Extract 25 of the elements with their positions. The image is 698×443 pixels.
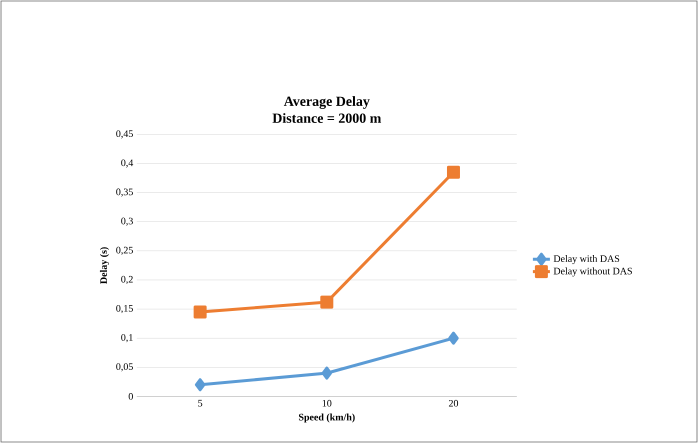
chart-title: Average Delay [284, 96, 370, 109]
legend-label: Delay with DAS [554, 255, 620, 264]
point [194, 378, 206, 392]
point [320, 296, 334, 309]
point [448, 332, 459, 345]
legend-label: Delay without DAS [554, 267, 632, 276]
y-axis-title: Delay (s) [100, 247, 110, 284]
y-tick-label: 0,4 [121, 159, 134, 168]
y-tick-label: 0,05 [116, 363, 133, 372]
point [446, 166, 460, 179]
x-tick-label: 10 [322, 400, 332, 407]
y-tick-label: 0,35 [116, 188, 133, 197]
x-tick-label: 20 [448, 400, 458, 407]
x-tick-label: 5 [198, 400, 202, 407]
y-tick-label: 0,1 [121, 334, 133, 342]
y-tick-label: 0,15 [116, 305, 133, 314]
point [322, 366, 332, 380]
chart-subtitle: Distance = 2000 m [272, 113, 382, 123]
y-tick-label: 0,45 [116, 130, 133, 138]
y-tick-label: 0,3 [121, 218, 133, 226]
x-axis-title: Speed (km/h) [298, 413, 355, 423]
y-tick-label: 0,2 [121, 276, 133, 284]
point [194, 305, 207, 318]
y-tick-label: 0,25 [116, 246, 133, 255]
y-tick-label: 0 [128, 393, 133, 400]
